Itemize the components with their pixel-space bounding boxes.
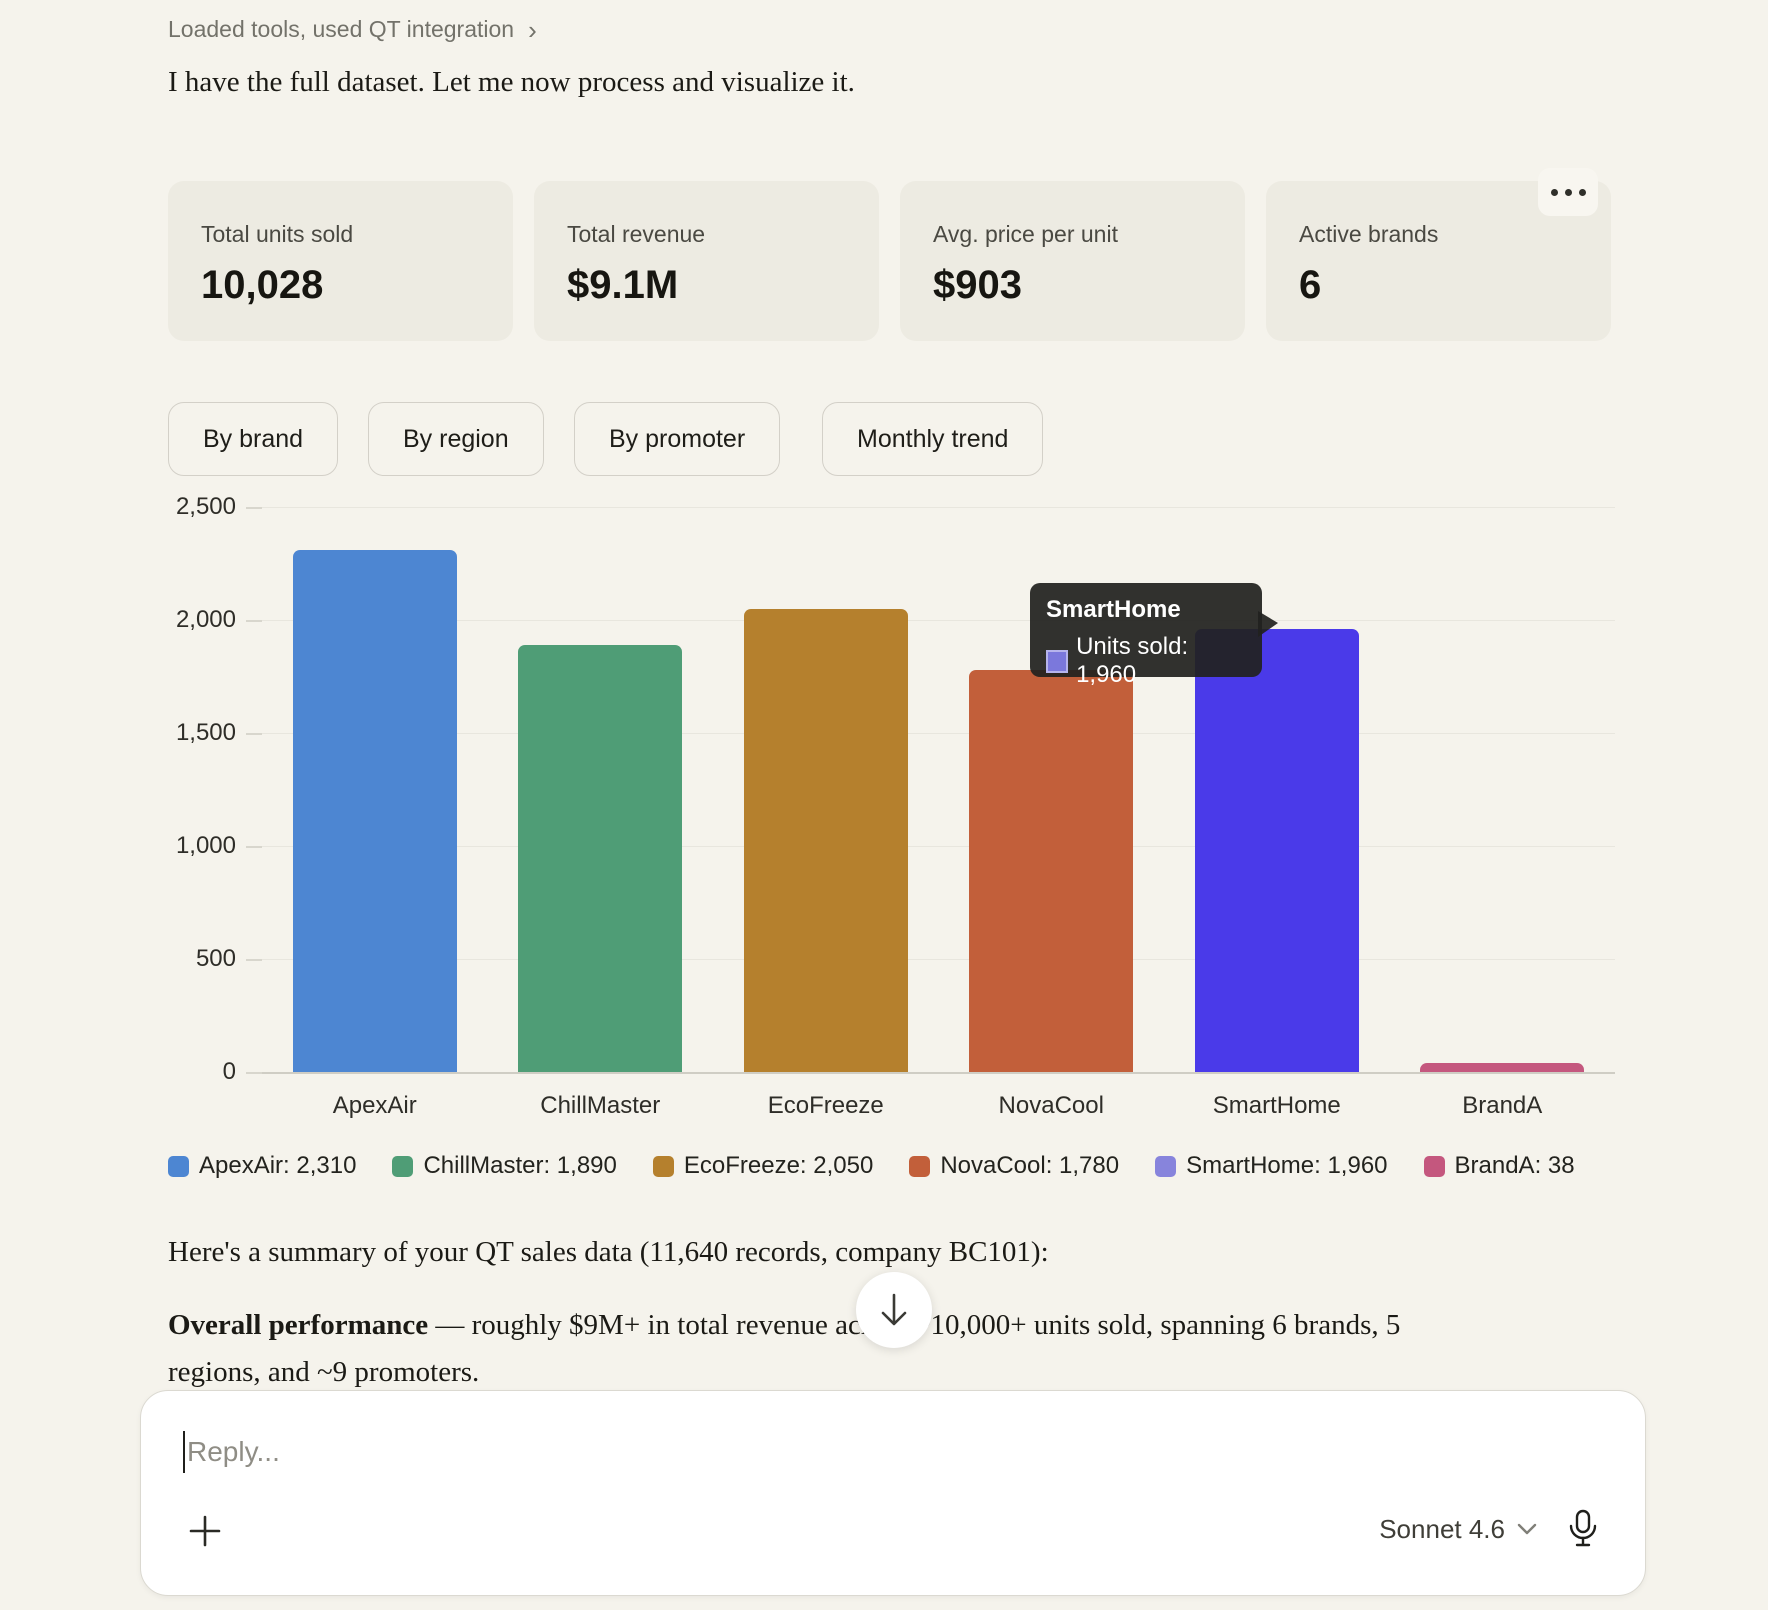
tooltip-title: SmartHome — [1046, 596, 1181, 623]
tooltip-value: Units sold: 1,960 — [1076, 633, 1189, 688]
y-axis-tick-label: 2,500 — [175, 493, 236, 520]
bar-ecofreeze[interactable] — [743, 609, 908, 1072]
legend-item-novacool: NovaCool: 1,780 — [909, 1152, 1119, 1180]
y-axis-tick-label: 1,500 — [175, 719, 236, 746]
legend-swatch — [909, 1155, 931, 1177]
x-axis-label-novacool: NovaCool — [998, 1092, 1104, 1119]
x-axis-label-ecofreeze: EcoFreeze — [767, 1092, 884, 1119]
assistant-intro-text: I have the full dataset. Let me now proc… — [168, 66, 855, 98]
tooltip-tail — [1258, 611, 1278, 637]
stat-value: 10,028 — [201, 263, 324, 307]
summary-paragraph: Overall performance — roughly $9M+ in to… — [168, 1302, 1428, 1396]
stat-value: 6 — [1299, 263, 1322, 307]
bar-chillmaster[interactable] — [518, 645, 683, 1072]
tool-use-summary-link[interactable]: Loaded tools, used QT integration › — [168, 16, 537, 43]
legend-swatch — [1155, 1155, 1177, 1177]
tab-by-brand[interactable]: By brand — [168, 402, 339, 476]
stat-card-avg-price-per-unit: Avg. price per unit $903 — [900, 181, 1245, 341]
card-options-button[interactable] — [1538, 168, 1598, 216]
x-axis-label-apexair: ApexAir — [332, 1092, 417, 1119]
stat-value: $903 — [933, 263, 1022, 307]
summary-bold: Overall performance — [168, 1309, 429, 1341]
stat-value: $9.1M — [567, 263, 679, 307]
chart-legend: ApexAir: 2,310 ChillMaster: 1,890 EcoFreez… — [168, 1152, 1575, 1180]
legend-swatch — [1423, 1155, 1445, 1177]
stat-card-total-revenue: Total revenue $9.1M — [534, 181, 879, 341]
axis-tick — [246, 733, 262, 735]
text-caret — [183, 1431, 185, 1473]
x-axis-label-chillmaster: ChillMaster — [540, 1092, 661, 1119]
gridline — [262, 507, 1615, 508]
stat-label: Total revenue — [567, 221, 706, 247]
x-axis-label-branda: BrandA — [1462, 1092, 1543, 1119]
tool-note-label: Loaded tools, used QT integration — [168, 16, 515, 42]
stat-label: Total units sold — [201, 221, 354, 247]
gridline — [248, 1072, 1615, 1074]
gridline — [262, 733, 1615, 734]
y-axis-tick-label: 2,000 — [175, 606, 236, 633]
x-axis-label-smarthome: SmartHome — [1212, 1092, 1341, 1119]
axis-tick — [246, 620, 262, 622]
legend-label: SmartHome: 1,960 — [1186, 1152, 1388, 1179]
legend-label: ChillMaster: 1,890 — [423, 1152, 617, 1179]
model-selector[interactable]: Sonnet 4.6 — [1379, 1514, 1537, 1545]
legend-label: ApexAir: 2,310 — [199, 1152, 357, 1179]
legend-item-smarthome: SmartHome: 1,960 — [1155, 1152, 1388, 1180]
reply-composer: Reply... Sonnet 4.6 — [140, 1390, 1646, 1596]
axis-tick — [246, 1072, 262, 1074]
legend-item-chillmaster: ChillMaster: 1,890 — [392, 1152, 617, 1180]
bar-smarthome[interactable] — [1194, 629, 1359, 1072]
stat-label: Avg. price per unit — [933, 221, 1118, 247]
tab-by-region[interactable]: By region — [368, 402, 544, 476]
tab-by-promoter[interactable]: By promoter — [574, 402, 781, 476]
y-axis-tick-label: 0 — [222, 1058, 236, 1085]
gridline — [262, 620, 1615, 621]
legend-item-ecofreeze: EcoFreeze: 2,050 — [652, 1152, 874, 1180]
legend-label: NovaCool: 1,780 — [940, 1152, 1120, 1179]
dictation-button[interactable] — [1567, 1509, 1599, 1549]
plus-icon — [189, 1515, 221, 1547]
y-axis-tick-label: 500 — [195, 945, 236, 972]
scroll-to-bottom-button[interactable] — [856, 1272, 932, 1348]
y-axis-tick-label: 1,000 — [175, 832, 236, 859]
tooltip-series-swatch — [1046, 649, 1069, 673]
model-name: Sonnet 4.6 — [1379, 1513, 1505, 1544]
gridline — [262, 846, 1615, 847]
legend-swatch — [168, 1155, 189, 1177]
legend-swatch — [392, 1155, 414, 1177]
legend-swatch — [652, 1155, 674, 1177]
bar-apexair[interactable] — [292, 550, 457, 1072]
bar-novacool[interactable] — [969, 670, 1134, 1072]
tab-monthly-trend[interactable]: Monthly trend — [822, 402, 1044, 476]
chevron-down-icon — [1517, 1523, 1537, 1535]
legend-item-apexair: ApexAir: 2,310 — [168, 1152, 356, 1180]
axis-tick — [246, 507, 262, 509]
summary-heading: Here's a summary of your QT sales data (… — [168, 1236, 1049, 1268]
chevron-right-icon: › — [528, 14, 537, 45]
stat-label: Active brands — [1299, 221, 1439, 247]
gridline — [262, 959, 1615, 960]
bar-branda[interactable] — [1420, 1063, 1585, 1072]
reply-placeholder: Reply... — [187, 1436, 280, 1467]
axis-tick — [246, 846, 262, 848]
attach-button[interactable] — [183, 1509, 227, 1553]
legend-item-branda: BrandA: 38 — [1423, 1152, 1575, 1180]
ellipsis-icon — [1550, 188, 1558, 196]
chart-tooltip: SmartHome Units sold: 1,960 — [1030, 583, 1278, 688]
microphone-icon — [1569, 1509, 1597, 1547]
reply-input[interactable]: Reply... — [183, 1431, 280, 1473]
stat-card-total-units-sold: Total units sold 10,028 — [168, 181, 513, 341]
legend-label: BrandA: 38 — [1454, 1152, 1575, 1179]
axis-tick — [246, 959, 262, 961]
arrow-down-icon — [881, 1293, 907, 1326]
legend-label: EcoFreeze: 2,050 — [683, 1152, 874, 1179]
